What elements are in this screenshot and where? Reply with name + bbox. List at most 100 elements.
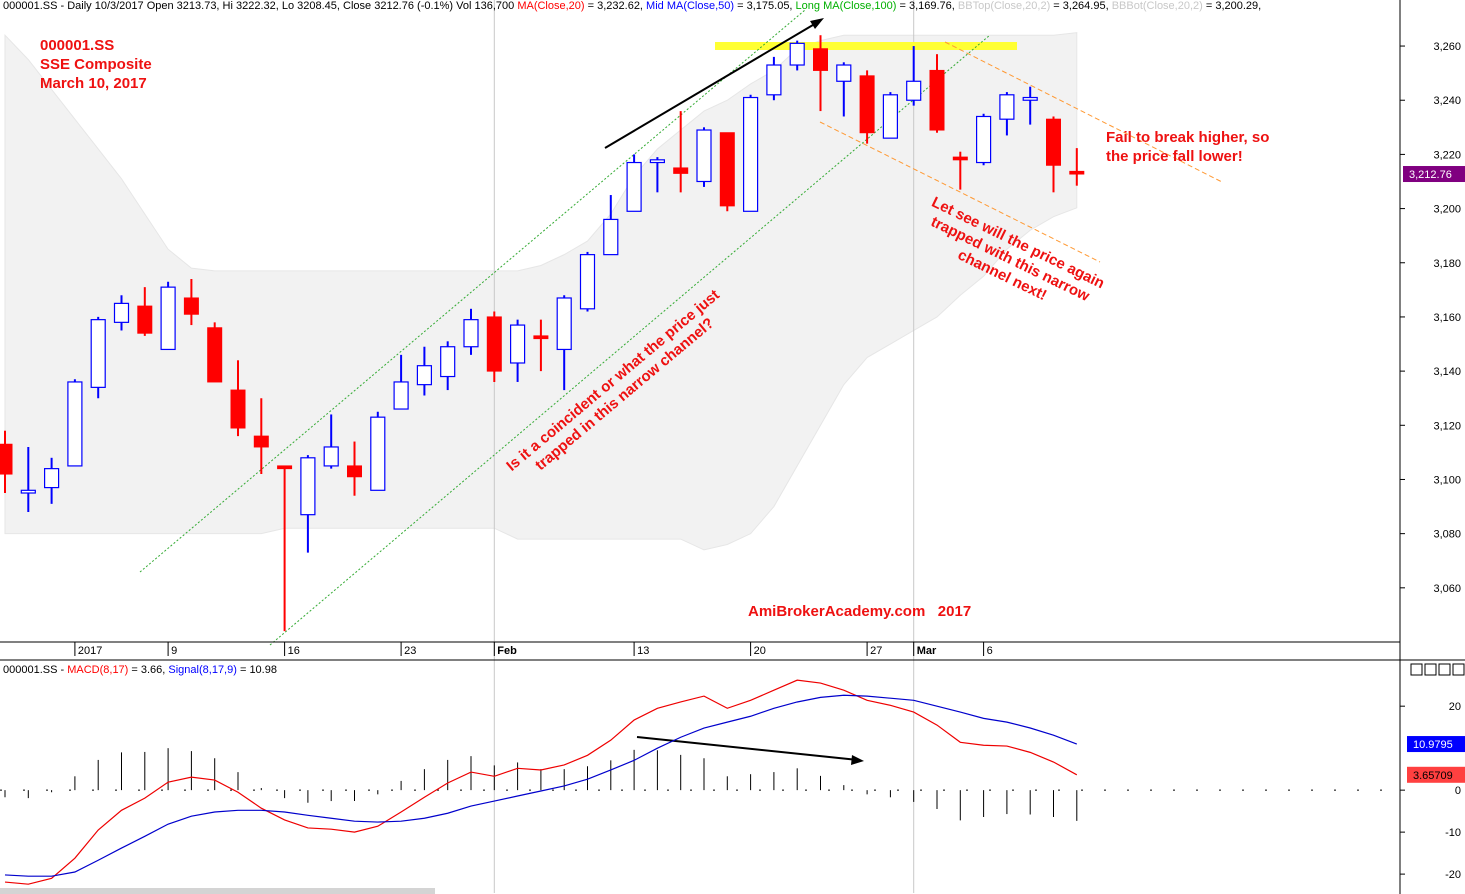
scrollbar[interactable] — [0, 888, 435, 894]
annotation-line: the price fall lower! — [1106, 148, 1243, 165]
y-tick-label: 20 — [1449, 701, 1461, 713]
header-part: Signal(8,17,9) — [168, 664, 237, 676]
series-line — [4, 679, 1078, 885]
candle-body — [1022, 96, 1038, 101]
candle-body — [393, 381, 409, 410]
annotation-line: March 10, 2017 — [40, 75, 147, 92]
candle-body — [975, 115, 992, 164]
annotation: AmiBrokerAcademy.com 2017 — [748, 603, 971, 620]
header-part: = 3,200.29, — [1203, 0, 1261, 12]
last-value-label: 3.65709 — [1413, 770, 1453, 782]
annotation-line: AmiBrokerAcademy.com 2017 — [748, 603, 971, 620]
candle-body — [906, 80, 922, 101]
candle-body — [813, 48, 828, 71]
candle-body — [486, 316, 502, 372]
candle-body — [1069, 170, 1085, 175]
annotation-line: SSE Composite — [40, 56, 152, 73]
candle-body — [67, 381, 83, 467]
button[interactable] — [1410, 663, 1423, 676]
bollinger-band — [4, 32, 1078, 551]
candle-body — [416, 365, 432, 386]
candle-body — [673, 167, 689, 174]
candle-body — [952, 156, 968, 161]
candle-body — [742, 96, 759, 212]
candle-body — [556, 297, 572, 351]
x-tick-label: 6 — [987, 645, 993, 657]
candle-body — [999, 94, 1015, 120]
annotation: Fail to break higher, so the price fall l… — [1106, 129, 1269, 165]
candle-body — [347, 465, 362, 478]
header-part: = 3,175.05, — [734, 0, 795, 12]
candle-body — [207, 327, 223, 383]
x-tick-label: 20 — [754, 645, 766, 657]
candle-body — [859, 75, 875, 134]
button[interactable] — [1438, 663, 1451, 676]
x-tick-label: 9 — [171, 645, 177, 657]
header-part: = 10.98 — [237, 664, 277, 676]
channel-line — [139, 9, 806, 573]
y-tick-label: 3,140 — [1433, 366, 1461, 378]
candle-body — [20, 489, 36, 494]
y-tick-label: 3,060 — [1433, 583, 1461, 595]
candle-body — [1046, 118, 1061, 166]
grid-layer — [0, 0, 1405, 893]
header: 000001.SS - Daily 10/3/2017 Open 3213.73… — [3, 0, 1261, 12]
candle-body — [789, 42, 805, 66]
candle-body — [882, 94, 899, 139]
last-value-label: 3,212.76 — [1409, 169, 1452, 181]
channel-line — [944, 41, 1223, 183]
candle-body — [766, 64, 782, 96]
annotation-line: Fail to break higher, so — [1106, 129, 1269, 146]
series-line — [4, 694, 1078, 877]
candle-body — [696, 129, 712, 183]
y-tick-label: 3,180 — [1433, 258, 1461, 270]
candle-body — [370, 416, 386, 491]
candle-body — [603, 218, 619, 256]
button[interactable] — [1424, 663, 1437, 676]
channel-line — [819, 121, 1101, 263]
header-part: = 3,232.62, — [585, 0, 646, 12]
header-part: 000001.SS - — [3, 664, 67, 676]
resistance-highlight — [715, 42, 1017, 50]
candle-body — [277, 465, 293, 470]
arrow-head — [851, 755, 864, 765]
annotation-line: 000001.SS — [40, 37, 114, 54]
candle-body — [90, 319, 106, 388]
band-layer — [4, 32, 1078, 551]
header: 000001.SS - MACD(8,17) = 3.66, Signal(8,… — [3, 664, 277, 676]
header-part: Mid MA(Close,50) — [646, 0, 734, 12]
last-value-label: 10.9795 — [1413, 739, 1453, 751]
channel-line — [269, 34, 991, 646]
candle-body — [463, 319, 479, 348]
candle-body — [626, 161, 642, 212]
candle-body — [323, 446, 339, 467]
header-part: 000001.SS - Daily 10/3/2017 Open 3213.73… — [3, 0, 517, 12]
annotation: 000001.SS SSE Composite March 10, 2017 — [40, 37, 152, 92]
header-part: = 3,264.95, — [1050, 0, 1111, 12]
x-tick-label: 27 — [870, 645, 882, 657]
y-tick-label: 3,220 — [1433, 149, 1461, 161]
candle-body — [43, 468, 60, 489]
x-tick-label: 16 — [288, 645, 300, 657]
x-tick-label: Feb — [497, 645, 517, 657]
y-tick-label: 3,080 — [1433, 529, 1461, 541]
header-part: = 3.66, — [128, 664, 168, 676]
candle-body — [836, 64, 852, 82]
button[interactable] — [1452, 663, 1465, 676]
candle-body — [510, 324, 526, 364]
marks-layer — [0, 35, 1085, 885]
candle-body — [253, 435, 269, 448]
y-tick-label: -10 — [1445, 827, 1461, 839]
candle-body — [579, 254, 596, 310]
header-part: Long MA(Close,100) — [796, 0, 897, 12]
x-tick-label: 23 — [404, 645, 416, 657]
candle-body — [137, 305, 153, 334]
candle-body — [719, 132, 735, 207]
candle-body — [533, 335, 549, 340]
x-tick-label: 13 — [637, 645, 649, 657]
candle-body — [929, 69, 945, 131]
window-buttons — [1410, 663, 1465, 676]
y-tick-label: 3,160 — [1433, 312, 1461, 324]
